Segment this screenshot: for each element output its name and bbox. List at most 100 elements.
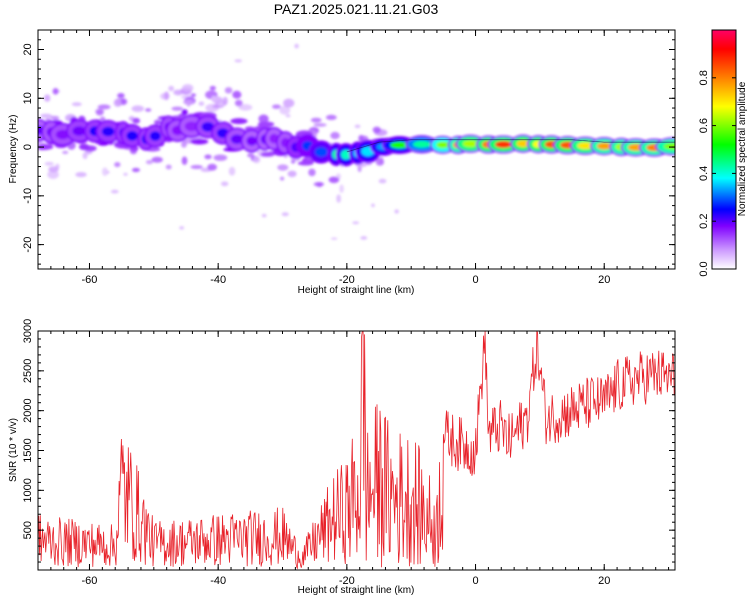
spectral-blob [75, 172, 87, 178]
spectral-ridge-core [126, 130, 138, 141]
snr-panel: -60 -40 -20 0 20 500 1000 1500 2000 2500 3000 Hei… [8, 319, 676, 596]
spectral-blob [331, 237, 338, 240]
spectral-blob [97, 104, 111, 110]
spectral-band-edge [346, 139, 675, 153]
spectral-blob [294, 43, 299, 49]
snr-x-axis-label: Height of straight line (km) [298, 585, 415, 596]
spectral-blob [352, 221, 360, 225]
spectral-blob [145, 160, 153, 165]
spectral-blob [330, 131, 340, 140]
spectrogram-y-tick-label: -10 [22, 188, 34, 204]
spectral-blob [213, 154, 228, 161]
spectral-blob [50, 115, 60, 120]
spectral-blob [394, 209, 399, 214]
spectral-blob [279, 105, 291, 115]
spectral-blob [283, 98, 295, 108]
colorbar-tick-label: 0.2 [698, 214, 710, 229]
spectral-blob [48, 166, 59, 173]
spectral-blob [40, 113, 53, 118]
colorbar-tick-label: 0.4 [698, 166, 710, 181]
colorbar-ticks: 0.0 0.2 0.4 0.6 0.8 [698, 70, 736, 277]
spectral-blob [114, 161, 121, 168]
spectral-blob [171, 106, 184, 111]
spectrogram-panel: -60 -40 -20 0 20 -20 -10 0 10 20 Height of strai… [8, 29, 676, 296]
spectral-ridge-core [390, 141, 409, 149]
spectral-blob [224, 87, 233, 94]
spectral-blob [279, 176, 285, 181]
spectral-blob [183, 99, 194, 105]
colorbar-tick-label: 0.6 [698, 118, 710, 133]
snr-y-tick-label: 2000 [22, 398, 34, 422]
spectral-blob [252, 156, 261, 164]
spectrogram-x-tick-label: 0 [472, 274, 478, 286]
spectral-blob [179, 226, 185, 230]
spectral-blob [285, 114, 291, 118]
spectral-blob [354, 124, 361, 129]
spectral-ridge-core [72, 126, 86, 136]
spectral-blob [220, 181, 229, 187]
spectral-blob [360, 236, 368, 240]
spectral-blob [173, 89, 184, 96]
spectral-ridge-core [340, 149, 351, 160]
spectral-ridge-core [184, 121, 199, 132]
spectral-blob [145, 108, 152, 112]
spectrogram-y-tick-label: 20 [22, 43, 34, 55]
spectral-blob [230, 118, 248, 125]
spectral-ridge-core [149, 131, 161, 141]
spectral-blob [371, 203, 375, 208]
spectral-blob [281, 212, 289, 217]
spectral-ridge-core [230, 134, 244, 144]
snr-y-tick-label: 2500 [22, 359, 34, 383]
spectral-blob [209, 85, 216, 91]
spectrogram-x-axis-label: Height of straight line (km) [298, 285, 415, 296]
spectral-blob [131, 105, 145, 112]
spectral-blob [291, 160, 296, 164]
spectrogram-x-tick-label: -40 [210, 274, 226, 286]
spectrogram-blobs [38, 43, 675, 240]
spectral-blob [190, 93, 196, 97]
spectral-ridge-core [246, 136, 258, 146]
spectral-blob [181, 156, 188, 166]
spectral-blob [164, 91, 169, 101]
spectral-blob [297, 161, 314, 166]
spectral-blob [71, 102, 82, 107]
spectral-blob [247, 153, 255, 158]
spectral-blob [181, 141, 187, 148]
spectral-ridge-core [462, 140, 478, 148]
spectrogram-x-ticks: -60 -40 -20 0 20 [37, 30, 670, 286]
spectral-blob [207, 163, 217, 171]
snr-y-tick-label: 1000 [22, 478, 34, 502]
snr-x-tick-label: -40 [210, 575, 226, 587]
spectral-blob [261, 213, 267, 218]
spectral-blob [260, 151, 275, 157]
spectral-blob [234, 99, 243, 107]
spectral-blob [165, 164, 172, 170]
snr-x-tick-label: 20 [598, 575, 610, 587]
spectral-blob [357, 165, 362, 173]
spectrogram-heatmap [38, 43, 675, 240]
spectral-blob [375, 158, 385, 166]
spectral-blob [168, 85, 175, 92]
spectral-blob [228, 166, 236, 176]
spectrogram-y-tick-label: 10 [22, 92, 34, 104]
spectral-blob [232, 90, 242, 99]
snr-x-ticks: -60 -40 -20 0 20 [37, 331, 670, 587]
spectral-blob [110, 189, 119, 194]
colorbar-gradient [712, 30, 736, 269]
spectral-blob [101, 167, 108, 177]
snr-x-tick-label: -60 [82, 575, 98, 587]
spectral-blob [44, 94, 51, 102]
snr-y-axis-label: SNR (10 * v/v) [8, 418, 19, 482]
spectral-blob [132, 117, 141, 124]
spectral-blob [106, 170, 110, 174]
spectral-blob [234, 59, 243, 63]
spectral-blob [328, 176, 340, 184]
spectral-blob [154, 120, 162, 125]
spectral-blob [198, 101, 205, 106]
spectral-blob [78, 143, 90, 151]
spectrogram-y-tick-label: -20 [22, 237, 34, 253]
spectral-blob [378, 178, 387, 184]
spectral-ridge-core [577, 142, 594, 150]
spectral-ridge-core [436, 141, 450, 149]
